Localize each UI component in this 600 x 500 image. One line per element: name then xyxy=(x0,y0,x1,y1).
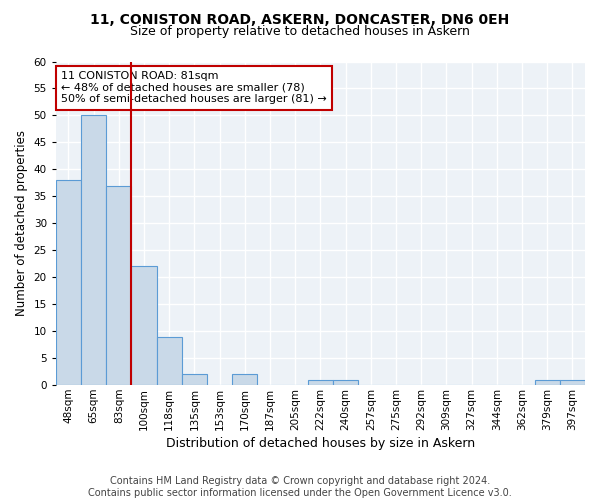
Bar xyxy=(308,380,333,385)
Text: Contains HM Land Registry data © Crown copyright and database right 2024.
Contai: Contains HM Land Registry data © Crown c… xyxy=(88,476,512,498)
Bar xyxy=(182,374,207,385)
Bar xyxy=(81,116,106,385)
Bar xyxy=(106,186,131,385)
Bar xyxy=(56,180,81,385)
Text: Size of property relative to detached houses in Askern: Size of property relative to detached ho… xyxy=(130,25,470,38)
Bar xyxy=(157,336,182,385)
Bar xyxy=(232,374,257,385)
X-axis label: Distribution of detached houses by size in Askern: Distribution of detached houses by size … xyxy=(166,437,475,450)
Text: 11 CONISTON ROAD: 81sqm
← 48% of detached houses are smaller (78)
50% of semi-de: 11 CONISTON ROAD: 81sqm ← 48% of detache… xyxy=(61,71,327,104)
Bar xyxy=(535,380,560,385)
Bar xyxy=(333,380,358,385)
Text: 11, CONISTON ROAD, ASKERN, DONCASTER, DN6 0EH: 11, CONISTON ROAD, ASKERN, DONCASTER, DN… xyxy=(91,12,509,26)
Bar xyxy=(560,380,585,385)
Bar xyxy=(131,266,157,385)
Y-axis label: Number of detached properties: Number of detached properties xyxy=(15,130,28,316)
